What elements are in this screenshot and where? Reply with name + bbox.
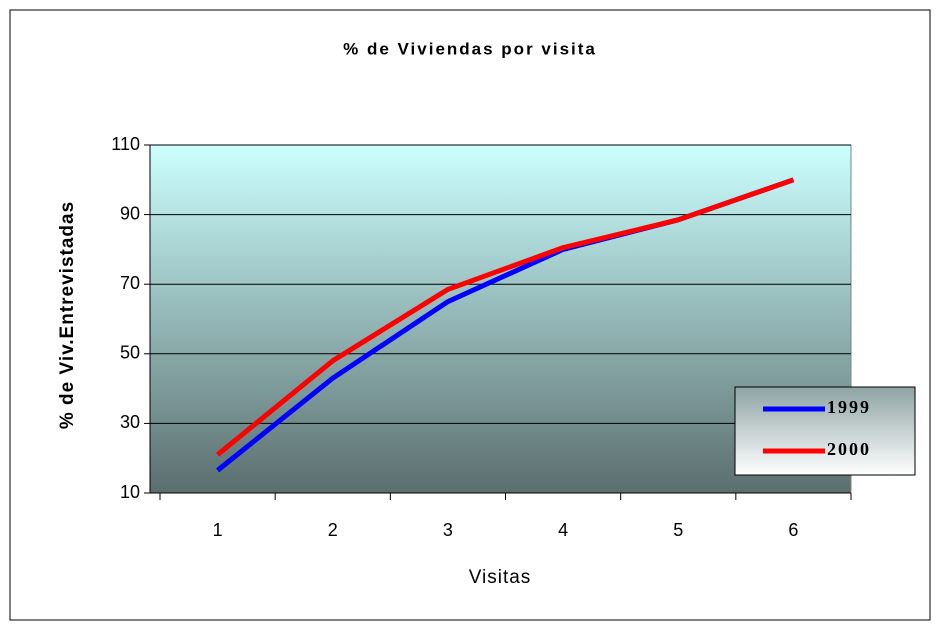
x-tick-label: 6 (788, 520, 798, 540)
x-tick-label: 5 (673, 520, 683, 540)
x-axis-label: Visitas (469, 567, 532, 588)
x-tick-label: 1 (213, 520, 223, 540)
y-tick-label: 90 (120, 203, 140, 223)
chart-title: % de Viviendas por visita (343, 39, 597, 58)
legend-box (734, 386, 916, 476)
y-tick-label: 70 (120, 273, 140, 293)
x-tick-label: 4 (558, 520, 568, 540)
legend-label: 1999 (827, 397, 871, 417)
legend-label: 2000 (827, 439, 871, 459)
y-tick-label: 10 (120, 482, 140, 502)
y-tick-label: 50 (120, 343, 140, 363)
x-tick-label: 3 (443, 520, 453, 540)
x-tick-label: 2 (328, 520, 338, 540)
y-axis-label: % de Viv.Entrevistadas (57, 201, 78, 429)
y-tick-label: 110 (111, 134, 140, 154)
y-tick-label: 30 (120, 412, 140, 432)
line-series (216, 177, 795, 457)
